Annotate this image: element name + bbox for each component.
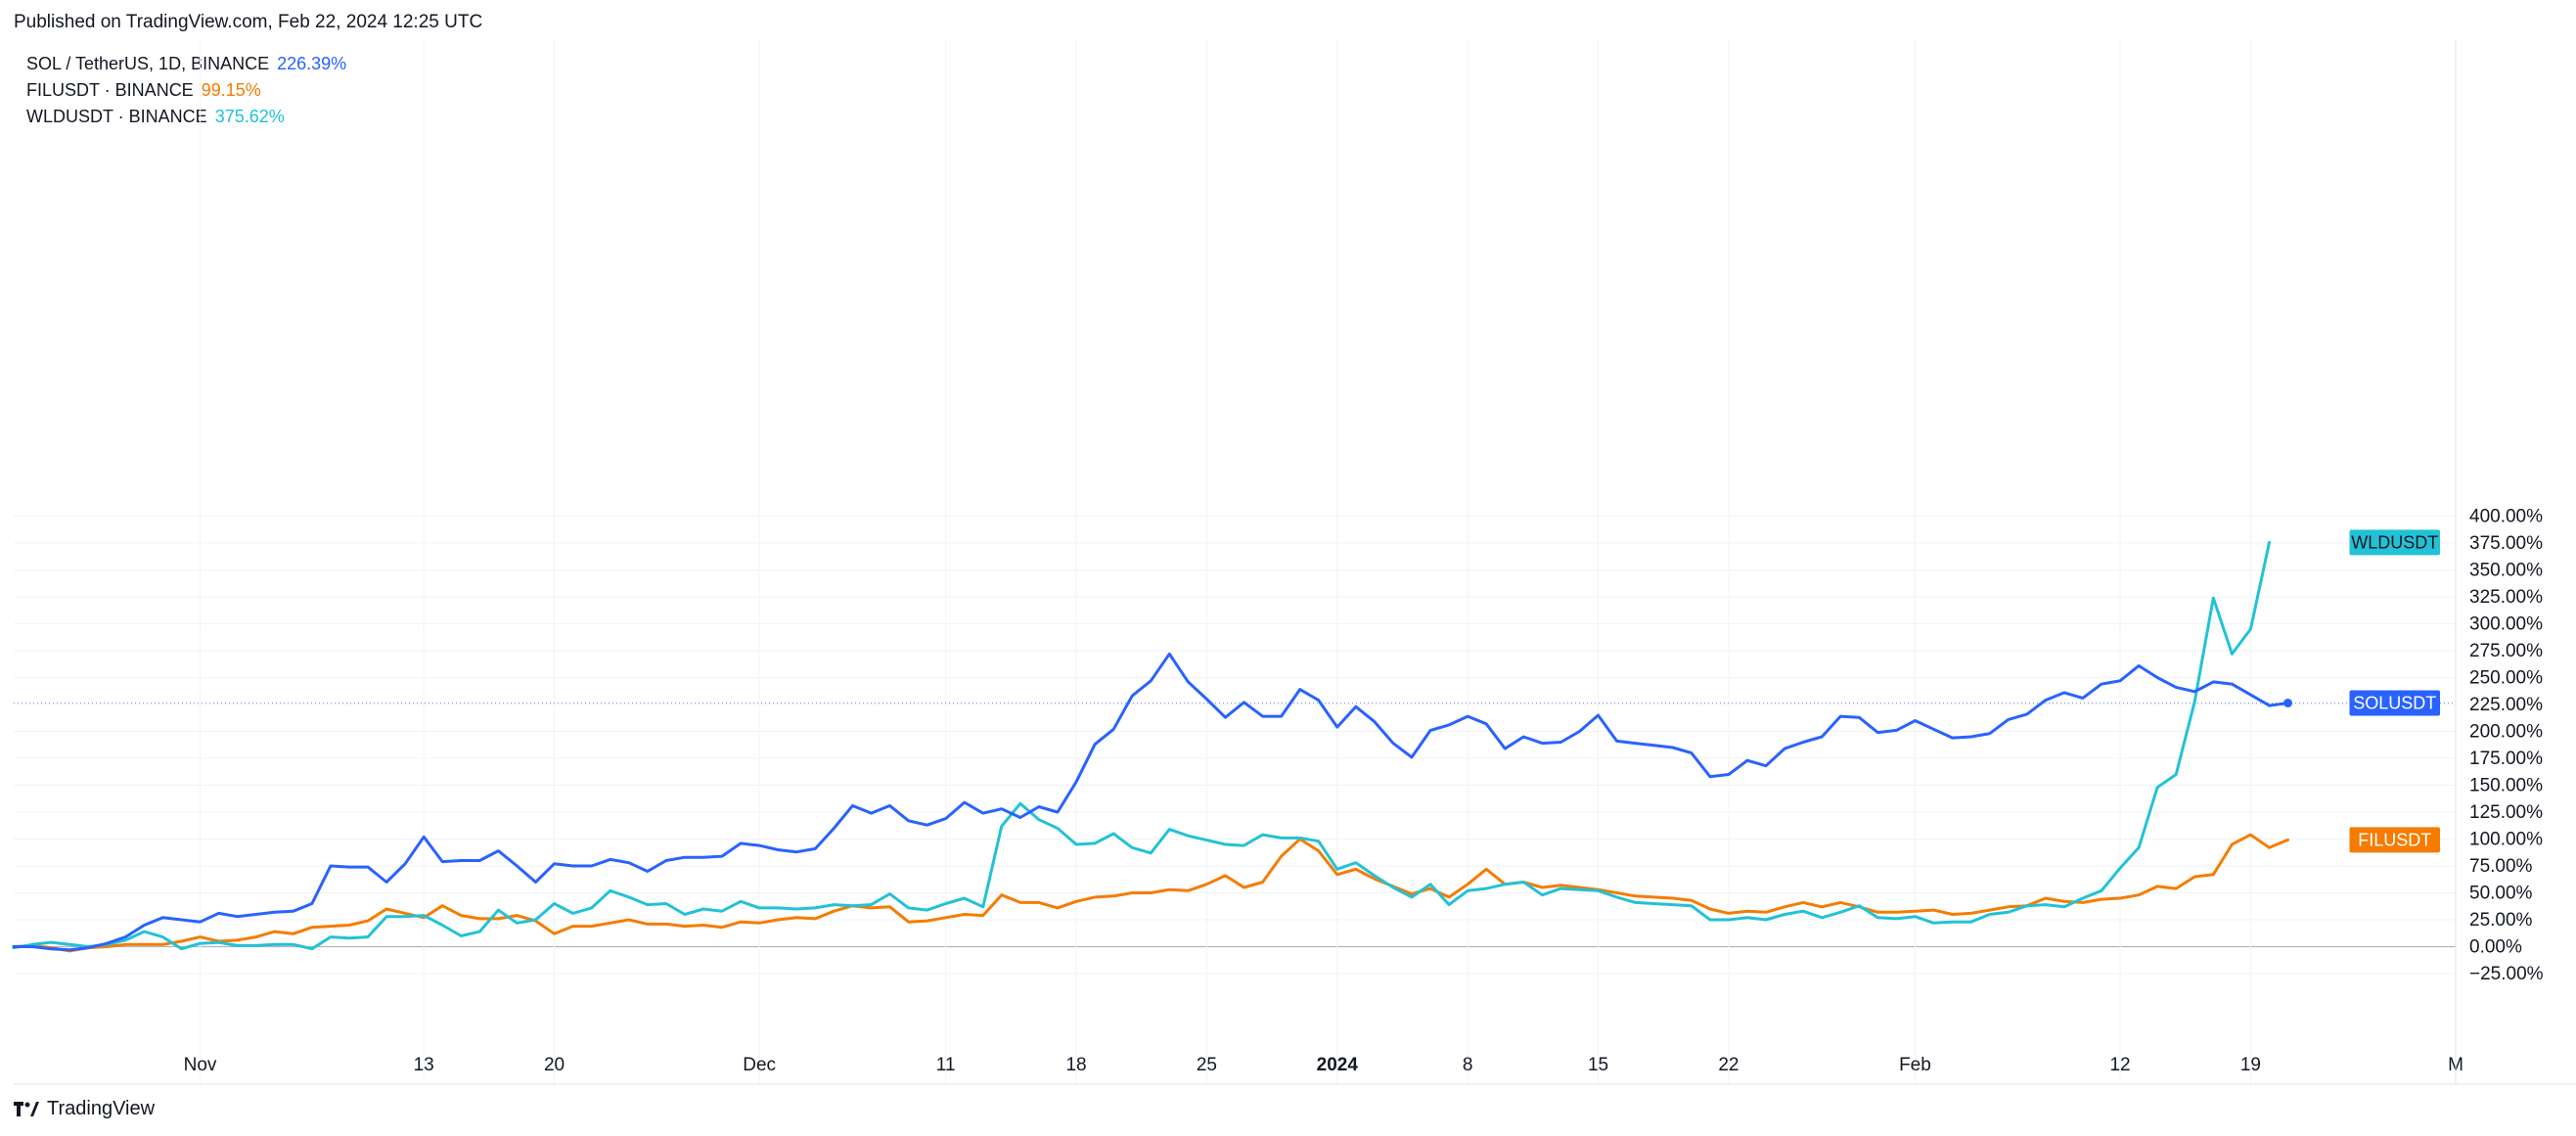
series-line-wldusdt xyxy=(12,540,2271,951)
y-tick-label: 50.00% xyxy=(2469,884,2533,904)
series-tag-label: FILUSDT xyxy=(2358,830,2431,849)
series-tag-wldusdt[interactable] xyxy=(2349,529,2441,556)
y-tick-label: 175.00% xyxy=(2469,749,2543,769)
legend-value: 226.39% xyxy=(277,54,347,73)
x-tick-label: 20 xyxy=(544,1055,565,1075)
x-tick-label: Feb xyxy=(1899,1055,1931,1075)
legend-symbol: WLDUSDT · BINANCE xyxy=(26,107,207,126)
legend-row-fil[interactable]: FILUSDT · BINANCE 99.15% xyxy=(26,77,346,104)
legend-row-sol[interactable]: SOL / TetherUS, 1D, BINANCE 226.39% xyxy=(26,51,346,77)
x-tick-label: 12 xyxy=(2109,1055,2130,1075)
legend-row-wld[interactable]: WLDUSDT · BINANCE 375.62% xyxy=(26,104,346,130)
x-tick-label: Nov xyxy=(184,1055,217,1075)
y-tick-label: 125.00% xyxy=(2469,802,2543,823)
y-tick-label: 400.00% xyxy=(2469,507,2543,527)
y-tick-label: 225.00% xyxy=(2469,695,2543,715)
tradingview-logo-icon xyxy=(14,1101,39,1117)
x-tick-label: 22 xyxy=(1718,1055,1739,1075)
series-tag-label: SOLUSDT xyxy=(2353,693,2436,712)
series-tag-solusdt[interactable] xyxy=(2349,690,2441,716)
series-legend: SOL / TetherUS, 1D, BINANCE 226.39% FILUS… xyxy=(26,51,346,130)
x-tick-label: 18 xyxy=(1065,1055,1086,1075)
legend-value: 375.62% xyxy=(214,107,285,126)
y-tick-label: 250.00% xyxy=(2469,668,2543,689)
x-tick-label: Dec xyxy=(743,1055,776,1075)
tradingview-logo[interactable]: TradingView xyxy=(14,1098,155,1120)
y-tick-label: 150.00% xyxy=(2469,776,2543,796)
series-line-solusdt xyxy=(12,652,2289,952)
x-tick-label: 25 xyxy=(1197,1055,1217,1075)
series-line-filusdt xyxy=(12,833,2289,953)
y-tick-label: −25.00% xyxy=(2469,964,2544,984)
y-tick-label: 0.00% xyxy=(2469,937,2522,958)
x-tick-label: 13 xyxy=(414,1055,434,1075)
x-tick-label: 8 xyxy=(1463,1055,1473,1075)
y-tick-label: 100.00% xyxy=(2469,830,2543,850)
y-tick-label: 25.00% xyxy=(2469,910,2533,931)
y-tick-label: 200.00% xyxy=(2469,722,2543,743)
x-tick-label: 19 xyxy=(2240,1055,2261,1075)
y-tick-label: 75.00% xyxy=(2469,856,2533,877)
tradingview-brand: TradingView xyxy=(47,1098,156,1119)
legend-symbol: FILUSDT · BINANCE xyxy=(26,80,194,100)
x-tick-label: 2024 xyxy=(1317,1055,1359,1075)
y-tick-label: 300.00% xyxy=(2469,614,2543,635)
last-point-marker xyxy=(2283,698,2293,707)
series-tag-label: WLDUSDT xyxy=(2351,532,2438,552)
x-tick-label: 15 xyxy=(1588,1055,1608,1075)
x-tick-label: 11 xyxy=(936,1055,956,1075)
y-tick-label: 375.00% xyxy=(2469,533,2543,554)
y-tick-label: 350.00% xyxy=(2469,561,2543,581)
y-tick-label: 325.00% xyxy=(2469,587,2543,608)
legend-value: 99.15% xyxy=(201,80,261,100)
published-header: Published on TradingView.com, Feb 22, 20… xyxy=(14,12,483,32)
legend-symbol: SOL / TetherUS, 1D, BINANCE xyxy=(26,54,270,73)
y-tick-label: 275.00% xyxy=(2469,641,2543,661)
series-tag-filusdt[interactable] xyxy=(2349,827,2441,853)
